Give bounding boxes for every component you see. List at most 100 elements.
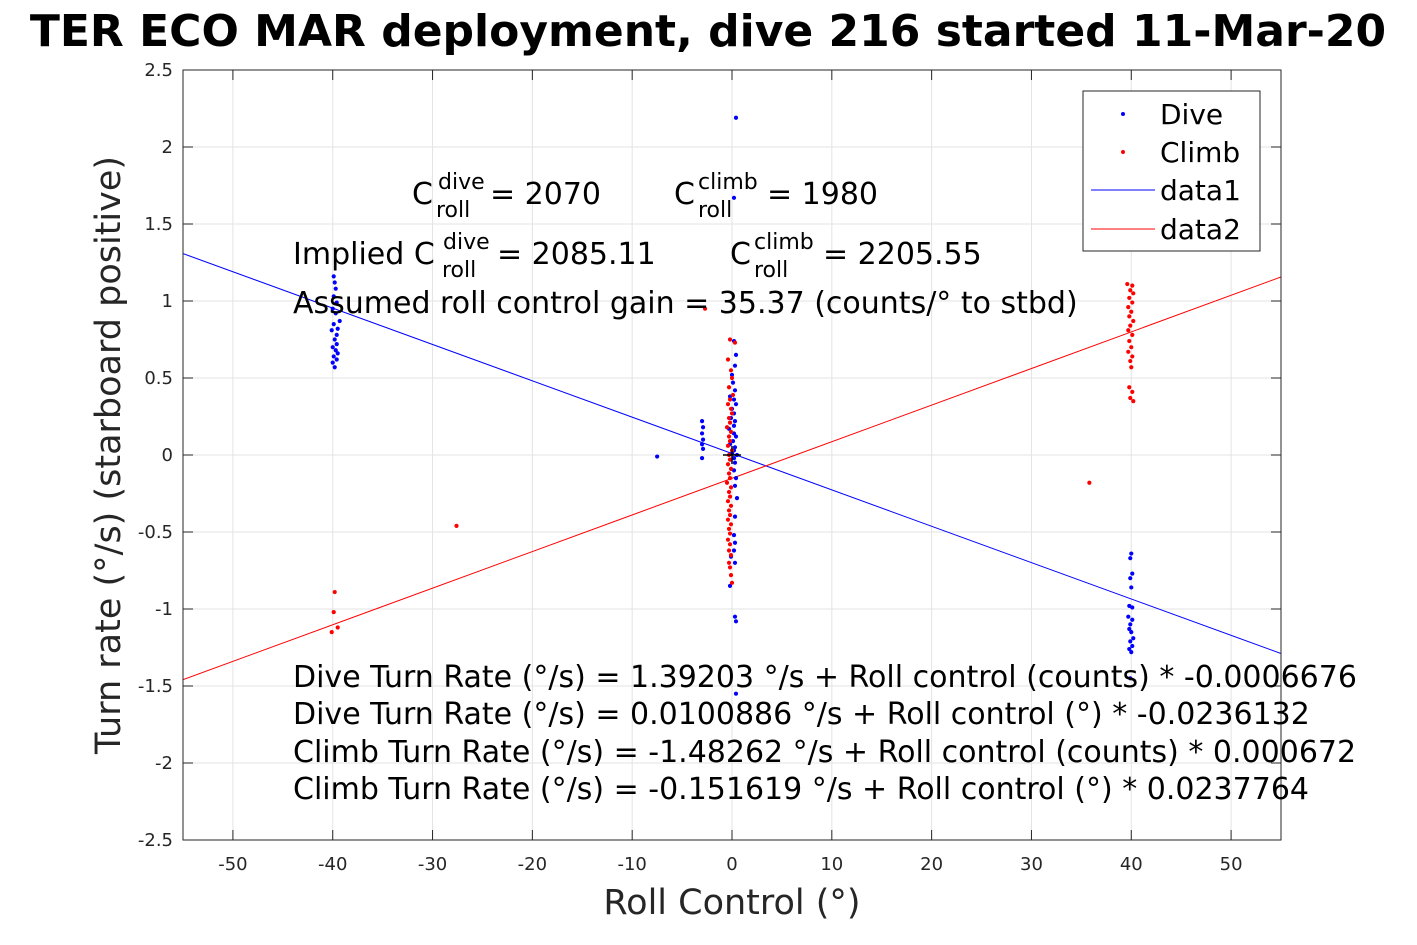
data-point-climb bbox=[730, 392, 736, 398]
fit-equation-climb-degrees: Climb Turn Rate (°/s) = -0.151619 °/s + … bbox=[293, 772, 1309, 807]
data-point-dive bbox=[334, 300, 339, 305]
data-point-climb bbox=[1128, 323, 1133, 328]
data-point-climb bbox=[725, 402, 731, 407]
data-point-climb bbox=[1131, 399, 1136, 404]
data-point-dive bbox=[700, 425, 706, 430]
data-point-dive bbox=[733, 402, 739, 407]
x-tick-label: -10 bbox=[617, 854, 646, 875]
data-point-dive bbox=[731, 455, 737, 461]
y-tick-label: 1.5 bbox=[144, 214, 173, 235]
data-point-dive bbox=[732, 483, 738, 488]
fit-equations: Dive Turn Rate (°/s) = 1.39203 °/s + Rol… bbox=[293, 660, 1357, 807]
data-point-climb bbox=[331, 609, 336, 615]
annotation-implied-dive-base: Implied C bbox=[293, 237, 435, 272]
data-point-dive bbox=[334, 332, 339, 337]
data-point-climb bbox=[727, 397, 733, 402]
data-point-dive bbox=[731, 548, 737, 553]
data-point-dive bbox=[334, 357, 339, 362]
data-point-climb bbox=[727, 542, 733, 547]
data-point-dive bbox=[733, 434, 739, 439]
data-point-climb bbox=[1129, 345, 1134, 350]
data-point-climb bbox=[1125, 281, 1130, 287]
annotation-implied-dive-value: = 2085.11 bbox=[497, 237, 656, 272]
data-point-climb bbox=[725, 537, 731, 542]
data-point-dive bbox=[1129, 650, 1134, 655]
annotation-c-climb-base: C bbox=[674, 177, 695, 212]
data-point-climb bbox=[1126, 349, 1131, 354]
data-point-climb bbox=[726, 415, 732, 421]
legend-label-dive: Dive bbox=[1160, 98, 1223, 131]
y-axis-label: Turn rate (°/s) (starboard positive) bbox=[89, 156, 129, 755]
data-point-climb bbox=[1130, 389, 1135, 394]
data-point-dive bbox=[1126, 614, 1131, 619]
data-point-climb bbox=[727, 531, 733, 536]
data-point-climb bbox=[727, 565, 733, 570]
data-point-climb bbox=[728, 406, 734, 411]
legend-label-climb: Climb bbox=[1160, 136, 1240, 169]
data-point-climb bbox=[726, 508, 732, 513]
data-point-climb bbox=[1129, 309, 1134, 314]
data-point-dive bbox=[1130, 605, 1135, 610]
data-point-climb bbox=[1127, 385, 1132, 390]
data-point-climb bbox=[732, 340, 738, 345]
data-point-climb bbox=[726, 560, 732, 565]
legend-item-data1: data1 bbox=[1091, 174, 1241, 207]
x-tick-label: -50 bbox=[218, 854, 247, 875]
data-point-dive bbox=[335, 351, 340, 356]
annotation-c-dive-base: C bbox=[412, 177, 433, 212]
y-tick-label: -1.5 bbox=[138, 676, 173, 697]
data-point-dive bbox=[1128, 676, 1133, 681]
data-point-climb bbox=[727, 457, 733, 462]
data-point-dive bbox=[700, 446, 706, 451]
data-point-climb bbox=[725, 443, 731, 448]
data-point-dive bbox=[332, 280, 337, 285]
data-point-dive bbox=[732, 363, 738, 368]
data-point-climb bbox=[702, 306, 708, 311]
y-tick-label: -1 bbox=[155, 599, 173, 620]
data-point-climb bbox=[724, 480, 730, 485]
annotation-implied-climb-sup: climb bbox=[754, 230, 814, 255]
legend-item-data2: data2 bbox=[1091, 213, 1241, 246]
data-point-dive bbox=[334, 342, 339, 347]
x-tick-label: 50 bbox=[1220, 854, 1243, 875]
data-point-climb bbox=[729, 411, 735, 416]
data-point-climb bbox=[725, 357, 731, 362]
axis-ticks bbox=[183, 69, 1281, 841]
legend-marker-climb bbox=[1121, 150, 1125, 154]
data-point-dive bbox=[733, 115, 739, 120]
data-point-climb bbox=[726, 471, 732, 476]
data-point-climb bbox=[329, 630, 334, 635]
data-point-climb bbox=[1128, 395, 1133, 401]
data-point-dive bbox=[727, 583, 733, 589]
annotation-c-dive-sup: dive bbox=[438, 170, 485, 195]
data-point-climb bbox=[728, 429, 734, 434]
data-point-dive bbox=[1128, 576, 1133, 581]
annotation-implied-dive-sup: dive bbox=[443, 230, 490, 255]
annotation-implied-dive: Implied C dive roll = 2085.11 bbox=[293, 230, 656, 283]
data-point-dive bbox=[733, 352, 739, 357]
data-point-dive bbox=[730, 439, 736, 444]
data-point-dive bbox=[332, 365, 337, 370]
data-point-dive bbox=[333, 286, 338, 291]
data-points bbox=[329, 115, 1136, 696]
data-point-dive bbox=[1129, 630, 1134, 635]
data-point-dive bbox=[732, 388, 738, 393]
data-point-dive bbox=[731, 532, 737, 538]
data-point-climb bbox=[1127, 338, 1132, 344]
data-point-climb bbox=[726, 434, 732, 439]
data-point-dive bbox=[730, 380, 736, 385]
data-point-climb bbox=[727, 476, 733, 481]
legend-label-data1: data1 bbox=[1160, 174, 1241, 207]
data-point-climb bbox=[727, 494, 733, 499]
data-point-climb bbox=[1130, 354, 1135, 359]
x-tick-label: 10 bbox=[820, 854, 843, 875]
data-point-dive bbox=[1131, 636, 1136, 641]
x-axis-label: Roll Control (°) bbox=[603, 883, 860, 923]
data-point-climb bbox=[724, 425, 730, 430]
data-point-dive bbox=[331, 274, 336, 279]
legend: Dive Climb data1 data2 bbox=[1082, 90, 1261, 252]
data-point-climb bbox=[335, 625, 340, 630]
data-point-climb bbox=[1129, 365, 1134, 370]
annotation-implied-climb-base: C bbox=[730, 237, 751, 272]
origin-marker bbox=[723, 446, 741, 464]
